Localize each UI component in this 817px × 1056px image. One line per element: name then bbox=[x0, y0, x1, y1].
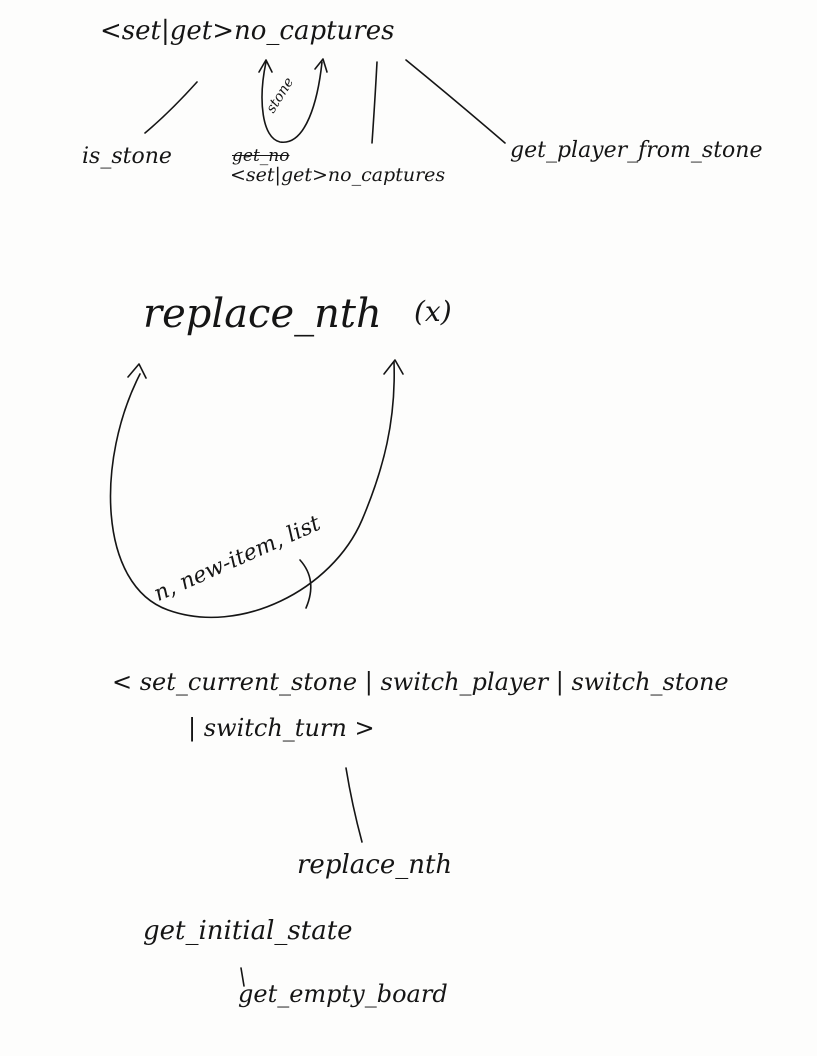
loop-replace-nth bbox=[109, 361, 396, 619]
node-no-captures-root: <set|get>no_captures bbox=[100, 16, 395, 46]
node-replace-nth-mark: (x) bbox=[414, 295, 452, 328]
edge-root-to-no-captures bbox=[371, 61, 378, 144]
node-state-ops-line1: < set_current_stone | switch_player | sw… bbox=[112, 668, 729, 696]
node-is-stone: is_stone bbox=[82, 144, 172, 169]
loop-label-underline bbox=[299, 559, 312, 609]
loop-arrowhead-right bbox=[383, 359, 404, 375]
node-no-captures-child: <set|get>no_captures bbox=[230, 164, 446, 186]
node-get-no-struck: get_no bbox=[232, 146, 290, 166]
self-loop-arrowhead-left bbox=[258, 59, 273, 73]
node-get-player-from-stone: get_player_from_stone bbox=[510, 138, 763, 163]
node-replace-nth-child: replace_nth bbox=[297, 850, 453, 880]
edge-initial-state-to-empty-board bbox=[240, 967, 245, 987]
node-get-initial-state: get_initial_state bbox=[143, 916, 353, 946]
node-get-empty-board: get_empty_board bbox=[238, 980, 448, 1008]
loop-arrowhead-left bbox=[127, 363, 147, 379]
edge-root-to-is-stone bbox=[144, 81, 198, 134]
self-loop-stone bbox=[261, 61, 323, 143]
node-replace-nth: replace_nth bbox=[143, 291, 382, 337]
node-state-ops-line2: | switch_turn > bbox=[188, 714, 375, 742]
self-loop-arrowhead-right bbox=[314, 58, 328, 73]
edge-root-to-replace-nth bbox=[345, 767, 363, 843]
edge-root-to-get-player bbox=[405, 59, 506, 144]
